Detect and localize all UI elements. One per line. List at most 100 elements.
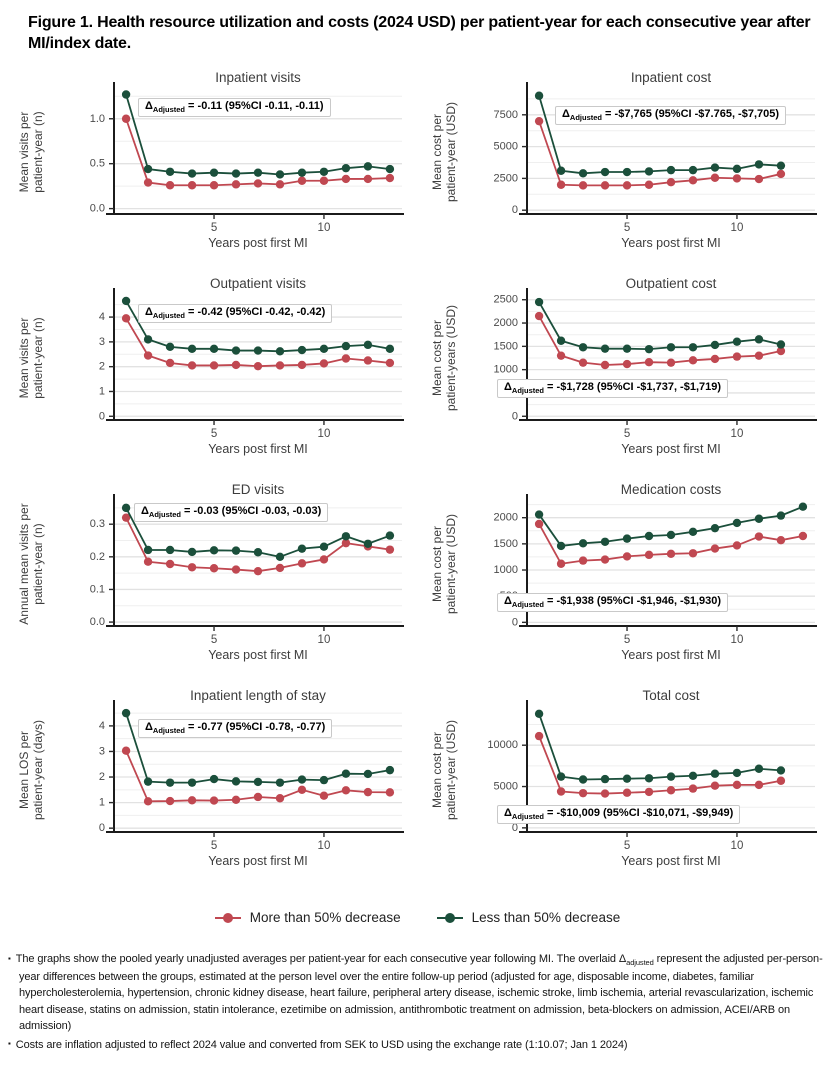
y-axis-label: Mean cost per	[430, 526, 444, 602]
chart-title: Medication costs	[621, 482, 722, 497]
axes	[519, 82, 817, 216]
chart-panel-inpatient-visits: 0.0 0.5 1.0 5 10 Inpatient visits Mean visits …	[14, 68, 409, 264]
svg-text:10: 10	[731, 222, 744, 234]
svg-text:3: 3	[99, 746, 105, 758]
series-more-than-50-decrease	[121, 314, 395, 371]
svg-text:10: 10	[318, 428, 331, 440]
chart-inpatient-cost: 0 2500 5000 7500 5 10 Inpatient cost Mean cost …	[430, 70, 817, 250]
series-less-than-50-decrease	[121, 296, 395, 356]
legend-item-more-than-50-decrease: More than 50% decrease	[214, 910, 401, 925]
svg-text:2000: 2000	[494, 317, 518, 329]
delta-annotation: ΔAdjusted = -$1,938 (95%CI -$1,946, -$1,…	[497, 593, 729, 613]
series-less-than-50-decrease	[534, 91, 786, 178]
delta-annotation: ΔAdjusted = -$1,728 (95%CI -$1,737, -$1,…	[497, 379, 729, 399]
y-axis-label: patient-year (n)	[31, 112, 45, 193]
chart-panel-medication-costs: 0500100015002000510Medication costsMean …	[427, 480, 822, 676]
svg-text:5: 5	[211, 840, 217, 852]
svg-text:2500: 2500	[494, 173, 518, 185]
chart-panel-inpatient-length-of-stay: 0 1 2 3 4 5 10 Inpatient length of stay Mean LOS…	[14, 686, 409, 882]
x-axis-ticks: 5 10	[211, 420, 331, 440]
svg-text:0: 0	[99, 410, 105, 422]
y-axis-ticks: 0 2500 5000 7500	[494, 109, 527, 216]
x-axis-ticks: 5 10	[624, 214, 744, 234]
svg-text:0.2: 0.2	[90, 551, 105, 563]
gridlines	[114, 507, 402, 623]
x-axis-label: Years post first MI	[208, 236, 308, 250]
gridlines	[114, 96, 402, 210]
svg-text:1000: 1000	[494, 564, 518, 576]
chart-panel-inpatient-cost: 0 2500 5000 7500 5 10 Inpatient cost Mean cost …	[427, 68, 822, 264]
footnote-text: Costs are inflation adjusted to reflect …	[15, 1038, 628, 1051]
footnote-1: ▪ The graphs show the pooled yearly unadj…	[8, 951, 827, 1034]
x-axis-ticks: 5 10	[624, 832, 744, 852]
axes	[106, 494, 404, 628]
axes	[519, 288, 817, 422]
footnote-delta: Δ	[618, 953, 627, 966]
chart-panel-outpatient-visits: 0 1 2 3 4 5 10 Outpatient visits Mean visits per…	[14, 274, 409, 470]
chart-panel-outpatient-cost: 05001000150020002500510Outpatient costMe…	[427, 274, 822, 470]
footnotes: ▪ The graphs show the pooled yearly unadj…	[8, 951, 827, 1053]
svg-text:5000: 5000	[494, 141, 518, 153]
svg-text:5: 5	[624, 634, 630, 646]
svg-text:0: 0	[512, 822, 518, 834]
chart-panel-ed-visits: 0.0 0.1 0.2 0.3 5 10 ED visits Annual mean visi…	[14, 480, 409, 676]
svg-text:0.0: 0.0	[90, 203, 105, 215]
series-less-than-50-decrease	[534, 502, 808, 551]
chart-title: Inpatient cost	[631, 70, 712, 85]
square-bullet-icon: ▪	[8, 1039, 11, 1049]
y-axis-label: Mean LOS per	[17, 731, 31, 809]
axes	[106, 82, 404, 216]
y-axis-label: patient-year (n)	[31, 524, 45, 605]
y-axis-ticks: 0.0 0.5 1.0	[90, 113, 114, 215]
x-axis-label: Years post first MI	[208, 854, 308, 868]
series-more-than-50-decrease	[121, 746, 395, 806]
green-line-dot-icon	[436, 912, 463, 923]
svg-text:1500: 1500	[494, 341, 518, 353]
y-axis-label: Mean cost per	[430, 732, 444, 808]
series-less-than-50-decrease	[121, 90, 395, 179]
svg-text:4: 4	[99, 311, 105, 323]
series-more-than-50-decrease	[121, 513, 395, 576]
svg-text:10: 10	[731, 428, 744, 440]
x-axis-ticks: 5 10	[211, 832, 330, 852]
series-more-than-50-decrease	[534, 117, 786, 190]
delta-annotation: ΔAdjusted = -$10,009 (95%CI -$10,071, -$…	[497, 805, 741, 825]
y-axis-label: Mean cost per	[430, 320, 444, 396]
svg-text:0.3: 0.3	[90, 518, 105, 530]
x-axis-label: Years post first MI	[621, 648, 721, 662]
svg-text:2000: 2000	[494, 512, 518, 524]
delta-annotation: ΔAdjusted = -0.11 (95%CI -0.11, -0.11)	[138, 98, 331, 118]
axes	[106, 700, 404, 834]
svg-text:1.0: 1.0	[90, 113, 105, 125]
series-more-than-50-decrease	[534, 732, 786, 798]
svg-text:5: 5	[211, 428, 217, 440]
svg-text:1500: 1500	[494, 538, 518, 550]
chart-title: ED visits	[232, 482, 285, 497]
svg-text:5000: 5000	[494, 781, 518, 793]
chart-outpatient-visits: 0 1 2 3 4 5 10 Outpatient visits Mean visits per…	[17, 276, 404, 456]
y-axis-ticks: 05001000150020002500	[494, 294, 527, 422]
svg-text:10: 10	[318, 222, 331, 234]
chart-panel-total-cost: 0 5000 10000 5 10 Total cost Mean cost per pati…	[427, 686, 822, 882]
square-bullet-icon: ▪	[8, 953, 11, 963]
series-more-than-50-decrease	[534, 312, 786, 370]
svg-text:0: 0	[512, 410, 518, 422]
y-axis-label: Annual mean visits per	[17, 504, 31, 625]
y-axis-label: patient-years (USD)	[444, 305, 458, 411]
x-axis-label: Years post first MI	[621, 236, 721, 250]
svg-text:3: 3	[99, 336, 105, 348]
svg-text:10: 10	[731, 840, 744, 852]
svg-text:0.1: 0.1	[90, 584, 105, 596]
figure-title: Figure 1. Health resource utilization an…	[28, 14, 811, 53]
svg-text:5: 5	[211, 222, 217, 234]
y-axis-ticks: 0 1 2 3 4	[99, 311, 114, 422]
chart-outpatient-cost: 05001000150020002500510Outpatient costMe…	[430, 276, 817, 456]
series-less-than-50-decrease	[534, 709, 786, 784]
x-axis-ticks: 5 10	[624, 626, 743, 646]
svg-text:5: 5	[624, 428, 630, 440]
svg-text:2500: 2500	[494, 294, 518, 306]
svg-text:0.5: 0.5	[90, 158, 105, 170]
delta-annotation: ΔAdjusted = -0.42 (95%CI -0.42, -0.42)	[138, 304, 333, 324]
svg-text:10000: 10000	[487, 739, 518, 751]
x-axis-ticks: 5 10	[211, 626, 330, 646]
